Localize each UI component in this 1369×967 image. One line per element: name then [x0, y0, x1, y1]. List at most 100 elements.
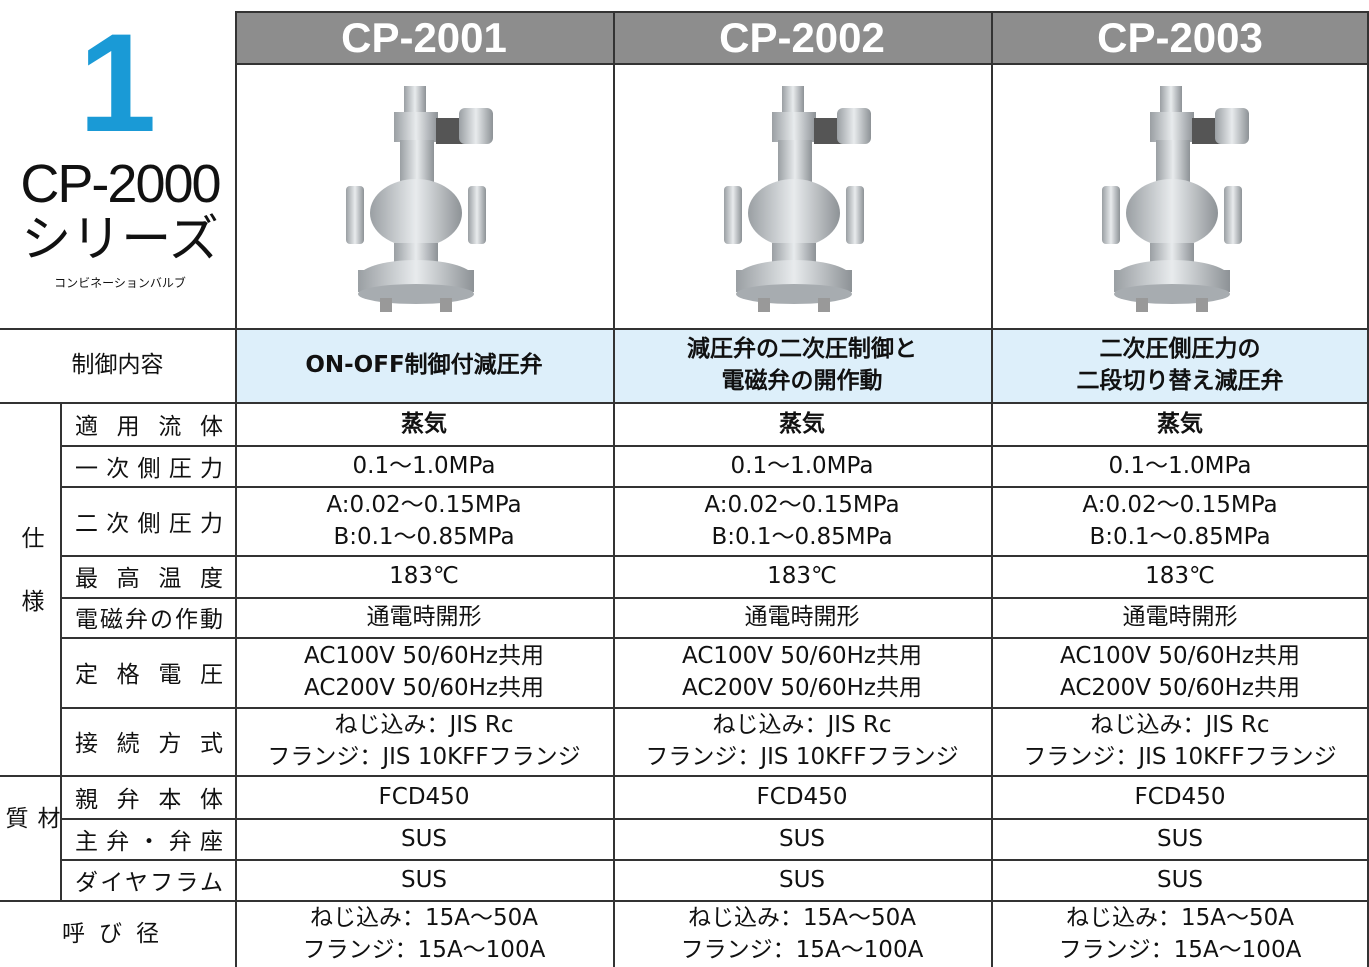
cell-line: 通電時開形: [744, 604, 860, 630]
row-label: 接続方式: [60, 707, 235, 775]
cell-line: フランジ：15A〜100A: [680, 936, 924, 963]
cell-line: B:0.1〜0.85MPa: [1089, 523, 1271, 550]
cell-line: 蒸気: [779, 410, 825, 437]
value-cell: A:0.02〜0.15MPa B:0.1〜0.85MPa: [235, 486, 613, 555]
value-cell: ねじ込み：15A〜50A フランジ：15A〜100A: [991, 900, 1369, 967]
row-label: 電磁弁の作動: [60, 597, 235, 637]
series-subtitle: コンビネーションバルブ: [54, 276, 186, 290]
group-side: [60, 402, 62, 775]
value-cell: 0.1〜1.0MPa: [235, 445, 613, 486]
row-label: ダイヤフラム: [60, 859, 235, 900]
value-cell: 蒸気: [613, 402, 991, 445]
value-cell: AC100V 50/60Hz共用 AC200V 50/60Hz共用: [613, 637, 991, 707]
column-divider: [613, 11, 615, 967]
cell-line: ねじ込み：15A〜50A: [1065, 904, 1294, 931]
cell-line: FCD450: [756, 783, 848, 810]
row-label-text: 二次側圧力: [75, 510, 223, 537]
cell-line: 通電時開形: [366, 604, 482, 630]
cell-line: AC100V 50/60Hz共用: [304, 643, 544, 669]
cell-line: A:0.02〜0.15MPa: [326, 491, 522, 518]
cell-line: SUS: [778, 825, 826, 852]
group-divider: [0, 775, 1369, 777]
group-side: [60, 775, 62, 900]
cell-line: B:0.1〜0.85MPa: [711, 523, 893, 550]
cell-line: 減圧弁の二次圧制御と: [687, 336, 917, 362]
row-divider: [0, 328, 1369, 330]
row-label: 一次側圧力: [60, 445, 235, 486]
row-label-text: 電磁弁の作動: [75, 607, 223, 633]
row-label: 二次側圧力: [60, 486, 235, 555]
cell-line: 183℃: [1145, 563, 1215, 589]
series-suffix: シリーズ: [21, 210, 219, 268]
value-cell: 蒸気: [235, 402, 613, 445]
column-divider: [1367, 11, 1369, 967]
row-divider: [0, 900, 1369, 902]
value-cell: ねじ込み：JIS Rc フランジ：JIS 10KFFフランジ: [613, 707, 991, 775]
row-label: 定格電圧: [60, 637, 235, 707]
frame-top: [235, 11, 1369, 13]
row-label-text: 主弁・弁座: [75, 828, 223, 855]
value-cell: SUS: [235, 859, 613, 900]
series-number: 1: [78, 4, 157, 161]
value-cell: FCD450: [235, 775, 613, 818]
cell-line: ねじ込み：15A〜50A: [687, 904, 916, 931]
row-divider: [60, 445, 1369, 447]
value-cell: AC100V 50/60Hz共用 AC200V 50/60Hz共用: [235, 637, 613, 707]
cell-line: 通電時開形: [1122, 604, 1238, 630]
row-label: 親弁本体: [60, 775, 235, 818]
row-label-text: 定格電圧: [75, 662, 223, 688]
row-divider: [60, 486, 1369, 488]
row-label-text: 最高温度: [75, 566, 223, 592]
cell-line: 183℃: [389, 563, 459, 589]
value-cell: 蒸気: [991, 402, 1369, 445]
row-label-text: 親弁本体: [75, 786, 223, 813]
cell-line: AC100V 50/60Hz共用: [1060, 643, 1300, 669]
row-divider: [60, 859, 1369, 861]
cell-line: FCD450: [1134, 783, 1226, 810]
cell-line: SUS: [400, 866, 448, 893]
row-label: 主弁・弁座: [60, 818, 235, 859]
cell-line: フランジ：15A〜100A: [1058, 936, 1302, 963]
row-label: 最高温度: [60, 555, 235, 597]
control-cell: 二次圧側圧力の 二段切り替え減圧弁: [991, 328, 1369, 402]
control-label: 制御内容: [71, 352, 164, 378]
column-divider: [235, 11, 237, 967]
value-cell: ねじ込み：JIS Rc フランジ：JIS 10KFFフランジ: [235, 707, 613, 775]
cell-line: SUS: [400, 825, 448, 852]
group-label: 材質: [1, 806, 59, 869]
cell-line: A:0.02〜0.15MPa: [1082, 491, 1278, 518]
cell-line: ねじ込み：JIS Rc: [334, 712, 514, 738]
series-name: CP-2000: [20, 154, 221, 214]
cell-line: 電磁弁の開作動: [721, 368, 883, 394]
column-divider: [991, 11, 993, 967]
value-cell: SUS: [991, 859, 1369, 900]
cell-line: 蒸気: [401, 410, 447, 437]
cell-line: 183℃: [767, 563, 837, 589]
valve-image: [1102, 86, 1249, 312]
cell-line: A:0.02〜0.15MPa: [704, 491, 900, 518]
value-cell: 0.1〜1.0MPa: [613, 445, 991, 486]
cell-line: AC200V 50/60Hz共用: [682, 675, 922, 701]
cell-line: フランジ：15A〜100A: [302, 936, 546, 963]
cell-line: フランジ：JIS 10KFFフランジ: [1023, 744, 1337, 770]
cell-line: 二次圧側圧力の: [1099, 336, 1261, 362]
row-divider: [60, 818, 1369, 820]
row-divider: [60, 707, 1369, 709]
model-header: CP-2001: [235, 12, 613, 63]
value-cell: 0.1〜1.0MPa: [991, 445, 1369, 486]
valve-image: [346, 86, 493, 312]
cell-line: ねじ込み：JIS Rc: [1090, 712, 1270, 738]
value-cell: 183℃: [991, 555, 1369, 597]
value-cell: SUS: [235, 818, 613, 859]
cell-line: FCD450: [378, 783, 470, 810]
row-divider: [60, 555, 1369, 557]
value-cell: FCD450: [613, 775, 991, 818]
value-cell: 183℃: [235, 555, 613, 597]
value-cell: A:0.02〜0.15MPa B:0.1〜0.85MPa: [991, 486, 1369, 555]
cell-line: 蒸気: [1157, 410, 1203, 437]
value-cell: 通電時開形: [613, 597, 991, 637]
cell-line: 0.1〜1.0MPa: [352, 452, 496, 479]
value-cell: AC100V 50/60Hz共用 AC200V 50/60Hz共用: [991, 637, 1369, 707]
valve-image: [724, 86, 871, 312]
